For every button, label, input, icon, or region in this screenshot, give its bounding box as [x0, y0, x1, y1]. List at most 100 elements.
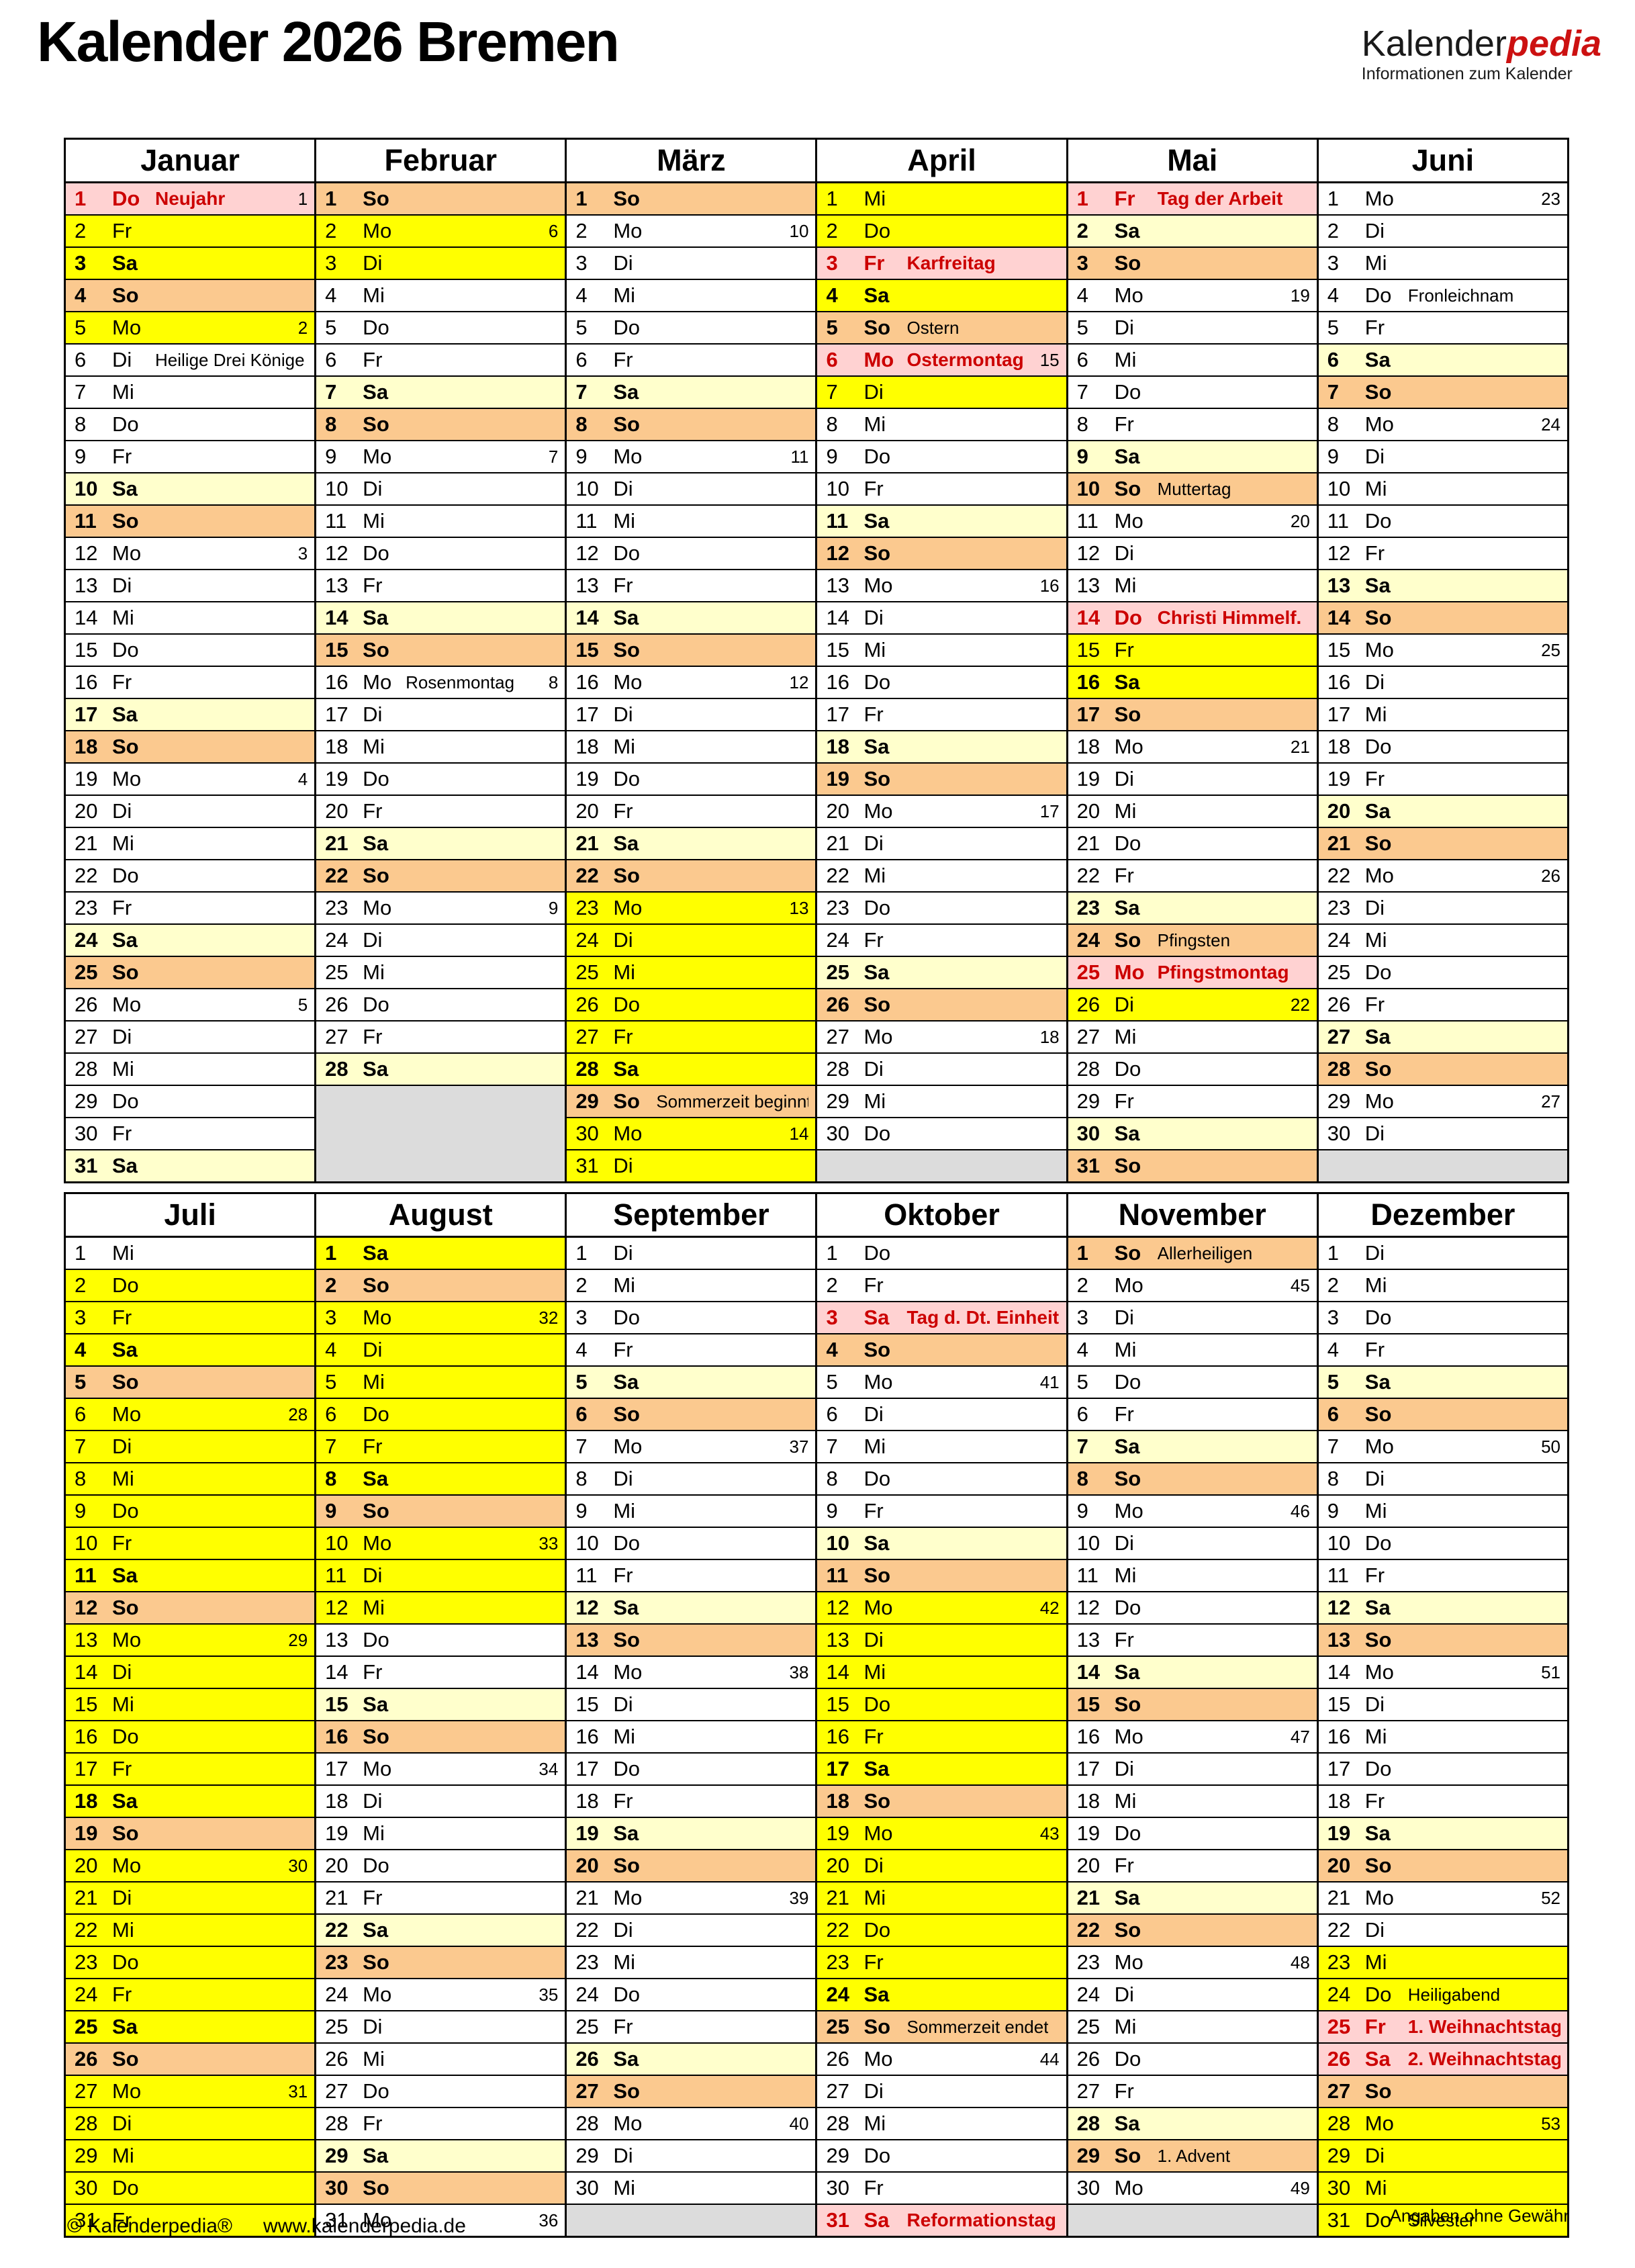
weekday-abbr: So	[1114, 1241, 1141, 1265]
weekday-abbr: So	[363, 412, 389, 436]
day-cell: 18 Sa	[815, 730, 1068, 764]
day-cell: 28 Sa	[565, 1052, 818, 1086]
day-cell: 25 Fr	[565, 2010, 818, 2044]
day-cell: 9 Di	[1316, 440, 1570, 473]
day-number: 20	[75, 799, 98, 823]
day-number: 22	[1327, 864, 1351, 887]
day-number: 24	[325, 928, 348, 952]
day-number: 13	[325, 574, 348, 597]
day-number: 6	[1327, 1402, 1340, 1426]
week-number: 42	[1039, 1597, 1060, 1618]
weekday-abbr: Sa	[613, 380, 639, 404]
weekday-abbr: Mo	[863, 1821, 893, 1845]
day-cell: 9 Do	[63, 1494, 317, 1528]
day-cell: 14 Di	[815, 601, 1068, 635]
day-cell: 11 Mi	[314, 504, 567, 538]
day-number: 12	[575, 541, 599, 565]
weekday-abbr: Sa	[363, 831, 389, 855]
day-number: 29	[575, 2144, 599, 2167]
day-number: 23	[575, 1950, 599, 1974]
day-number: 27	[325, 1025, 348, 1048]
day-number: 10	[826, 1531, 849, 1555]
day-cell: 10 Fr	[815, 472, 1068, 506]
weekday-abbr: Do	[613, 1531, 640, 1555]
day-number: 31	[575, 1154, 599, 1177]
day-cell: 7 Mi	[63, 375, 317, 409]
day-number: 3	[1076, 251, 1088, 275]
day-number: 24	[75, 1983, 98, 2006]
day-cell: 4 Mi	[1066, 1333, 1319, 1367]
weekday-abbr: Di	[1114, 1306, 1134, 1329]
day-cell: 11 Sa	[63, 1559, 317, 1592]
weekday-abbr: Mo	[1114, 283, 1143, 307]
weekday-abbr: Sa	[1114, 1122, 1140, 1145]
weekday-abbr: Sa	[112, 1338, 138, 1361]
weekday-abbr: Do	[363, 767, 389, 790]
weekday-abbr: Sa	[1114, 2112, 1140, 2135]
weekday-abbr: Fr	[363, 1435, 383, 1458]
day-number: 24	[575, 928, 599, 952]
day-number: 18	[826, 735, 849, 758]
weekday-abbr: Di	[363, 477, 383, 500]
empty-cell	[314, 1085, 567, 1183]
weekday-abbr: Mi	[863, 412, 886, 436]
weekday-abbr: Mi	[863, 864, 886, 887]
day-number: 28	[75, 2112, 98, 2135]
footer-url[interactable]: www.kalenderpedia.de	[263, 2215, 466, 2237]
day-number: 12	[1076, 1596, 1101, 1619]
day-number: 19	[575, 1821, 599, 1845]
weekday-abbr: Sa	[112, 251, 138, 275]
day-number: 21	[1327, 1886, 1351, 1909]
weekday-abbr: Fr	[1364, 767, 1385, 790]
day-number: 17	[1076, 1757, 1101, 1780]
day-cell: 23 Mi	[565, 1946, 818, 1979]
week-number: 23	[1541, 188, 1560, 209]
weekday-abbr: Do	[863, 219, 891, 242]
weekday-abbr: Di	[363, 702, 383, 726]
weekday-abbr: Do	[613, 993, 640, 1016]
day-note: Rosenmontag	[406, 672, 515, 692]
day-cell: 4 Sa	[815, 279, 1068, 312]
day-cell: 6 Mo 28	[63, 1398, 317, 1431]
day-cell: 28 Sa	[314, 1052, 567, 1086]
day-number: 29	[826, 1089, 849, 1113]
weekday-abbr: So	[1364, 1628, 1392, 1651]
day-cell: 29 Mi	[63, 2139, 317, 2173]
week-number: 10	[789, 220, 809, 241]
empty-cell	[1066, 2204, 1319, 2238]
weekday-abbr: Mo	[1364, 638, 1394, 662]
day-cell: 18 Do	[1316, 730, 1570, 764]
weekday-abbr: Sa	[363, 2144, 389, 2167]
weekday-abbr: Do	[112, 1089, 139, 1113]
weekday-abbr: Sa	[1114, 670, 1140, 694]
weekday-abbr: Sa	[112, 1154, 138, 1177]
weekday-abbr: Do	[613, 767, 640, 790]
day-cell: 5 Do	[314, 311, 567, 345]
weekday-abbr: Do	[363, 1854, 389, 1877]
day-cell: 12 Sa	[1316, 1591, 1570, 1625]
day-cell: 10 Mi	[1316, 472, 1570, 506]
day-number: 27	[75, 1025, 98, 1048]
day-number: 3	[1327, 1306, 1340, 1329]
weekday-abbr: Sa	[1114, 1886, 1140, 1909]
weekday-abbr: Fr	[112, 896, 132, 919]
day-cell: 4 Do Fronleichnam	[1316, 279, 1570, 312]
day-number: 9	[325, 445, 337, 468]
day-number: 19	[325, 767, 348, 790]
day-cell: 17 Sa	[815, 1752, 1068, 1786]
page-title: Kalender 2026 Bremen	[37, 10, 620, 73]
day-cell: 19 Mo 43	[815, 1817, 1068, 1850]
day-number: 28	[826, 2112, 849, 2135]
weekday-abbr: Di	[112, 1886, 132, 1909]
weekday-abbr: So	[863, 316, 891, 339]
weekday-abbr: Do	[613, 1983, 640, 2006]
weekday-abbr: So	[363, 1950, 389, 1974]
weekday-abbr: Sa	[112, 928, 138, 952]
day-cell: 13 Sa	[1316, 569, 1570, 602]
day-number: 14	[1327, 1660, 1351, 1684]
day-cell: 18 Mo 21	[1066, 730, 1319, 764]
day-number: 24	[1327, 1983, 1351, 2006]
day-cell: 23 Do	[63, 1946, 317, 1979]
day-cell: 28 Do	[1066, 1052, 1319, 1086]
day-cell: 16 Mo 47	[1066, 1720, 1319, 1754]
